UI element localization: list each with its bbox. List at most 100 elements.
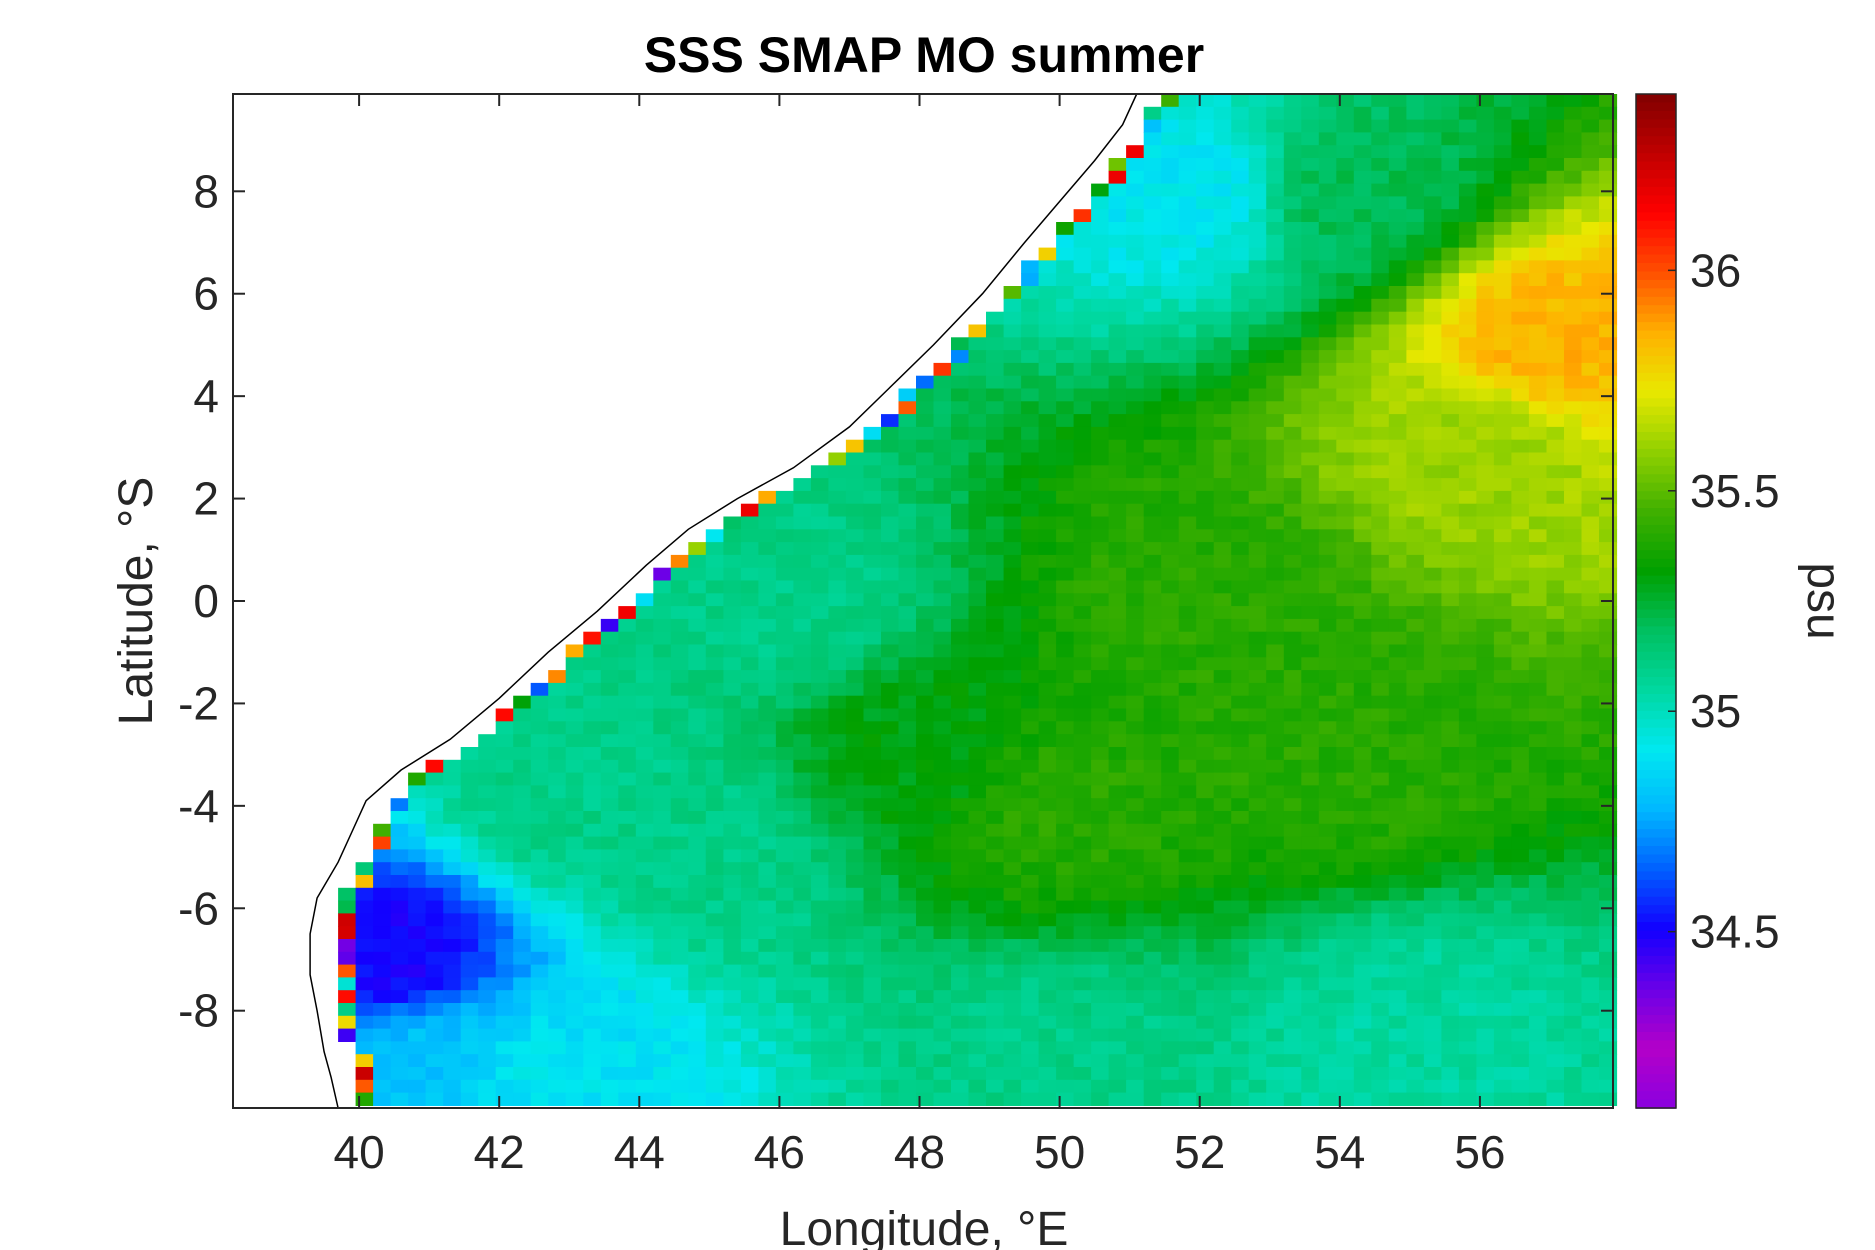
- heat-cell: [1003, 1041, 1022, 1055]
- heat-cell: [1353, 452, 1372, 466]
- heat-cell: [1336, 324, 1355, 338]
- heat-cell: [1126, 708, 1145, 722]
- heat-cell: [1108, 708, 1127, 722]
- heat-cell: [1038, 606, 1057, 620]
- heat-cell: [1528, 721, 1547, 735]
- heat-cell: [758, 593, 777, 607]
- heat-cell: [1528, 260, 1547, 274]
- heat-cell: [583, 670, 602, 684]
- heat-cell: [1301, 1092, 1320, 1106]
- heat-cell: [1423, 106, 1442, 121]
- heat-cell: [478, 862, 497, 876]
- heat-cell: [1283, 913, 1302, 927]
- heat-cell: [1493, 439, 1512, 454]
- heat-cell: [1196, 977, 1215, 991]
- heat-cell: [495, 734, 514, 748]
- heat-cell: [881, 964, 900, 978]
- heat-cell: [881, 465, 900, 479]
- heat-cell: [565, 862, 584, 876]
- heat-cell: [968, 657, 987, 671]
- heat-cell: [1406, 849, 1425, 863]
- heat-cell: [618, 657, 637, 671]
- heat-cell: [583, 849, 602, 863]
- heat-cell: [1318, 1015, 1337, 1030]
- heat-cell: [810, 465, 829, 479]
- heat-cell: [1353, 106, 1372, 121]
- heat-cell: [1108, 1054, 1127, 1068]
- heat-cell: [793, 721, 812, 735]
- heat-cell: [723, 798, 742, 812]
- heat-cell: [1318, 593, 1337, 607]
- heat-cell: [1458, 183, 1477, 197]
- heat-cell: [1178, 900, 1197, 914]
- heat-cell: [1196, 939, 1215, 953]
- heat-cell: [1528, 836, 1547, 850]
- heat-cell: [1423, 606, 1442, 620]
- heat-cell: [1196, 606, 1215, 620]
- heat-cell: [338, 1028, 357, 1042]
- heat-cell: [881, 990, 900, 1004]
- heat-cell: [1161, 708, 1180, 722]
- heatmap-cells: [338, 94, 1618, 1106]
- heat-cell: [1564, 132, 1583, 146]
- heat-cell: [758, 631, 777, 646]
- heat-cell: [1599, 631, 1618, 646]
- heat-cell: [1388, 375, 1407, 390]
- heat-cell: [1003, 747, 1022, 761]
- heat-cell: [460, 1041, 479, 1055]
- heat-cell: [775, 772, 794, 786]
- heat-cell: [1581, 606, 1600, 620]
- heat-cell: [881, 670, 900, 684]
- heat-cell: [1528, 798, 1547, 812]
- heat-cell: [1126, 606, 1145, 620]
- heat-cell: [1143, 234, 1162, 249]
- heat-cell: [986, 529, 1005, 543]
- heat-cell: [1248, 1015, 1267, 1030]
- heat-cell: [513, 926, 532, 940]
- heat-cell: [1248, 350, 1267, 364]
- heat-cell: [1581, 964, 1600, 978]
- heat-cell: [1493, 426, 1512, 441]
- heat-cell: [758, 567, 777, 582]
- heat-cell: [740, 964, 759, 978]
- heat-cell: [1423, 964, 1442, 978]
- heat-cell: [1301, 1067, 1320, 1081]
- heat-cell: [1476, 452, 1495, 466]
- heat-cell: [898, 542, 917, 556]
- heat-cell: [670, 964, 689, 978]
- heat-cell: [1196, 222, 1215, 236]
- heat-cell: [740, 747, 759, 761]
- heat-cell: [1406, 286, 1425, 300]
- heat-cell: [1371, 350, 1390, 364]
- heat-cell: [1213, 811, 1232, 825]
- heat-cell: [740, 977, 759, 991]
- heat-cell: [916, 926, 935, 940]
- heat-cell: [618, 631, 637, 646]
- heat-cell: [1196, 490, 1215, 505]
- heat-cell: [881, 631, 900, 646]
- heat-cell: [1423, 311, 1442, 326]
- heat-cell: [898, 977, 917, 991]
- heat-cell: [565, 836, 584, 850]
- heat-cell: [1353, 375, 1372, 390]
- heat-cell: [1126, 324, 1145, 338]
- heat-cell: [478, 849, 497, 863]
- heat-cell: [1038, 414, 1057, 428]
- heat-cell: [1143, 618, 1162, 633]
- heat-cell: [1441, 682, 1460, 697]
- heat-cell: [758, 798, 777, 812]
- x-tick-label: 54: [1314, 1126, 1365, 1178]
- heat-cell: [1196, 759, 1215, 774]
- heat-cell: [1021, 542, 1040, 556]
- heat-cell: [1038, 977, 1057, 991]
- heat-cell: [968, 375, 987, 390]
- heat-cell: [863, 618, 882, 633]
- heat-cell: [1546, 94, 1565, 108]
- heat-cell: [513, 1092, 532, 1106]
- heat-cell: [408, 1079, 427, 1094]
- heat-cell: [1126, 554, 1145, 569]
- heat-cell: [1564, 452, 1583, 466]
- heat-cell: [1248, 132, 1267, 146]
- heat-cell: [1581, 106, 1600, 121]
- heat-cell: [1038, 247, 1057, 261]
